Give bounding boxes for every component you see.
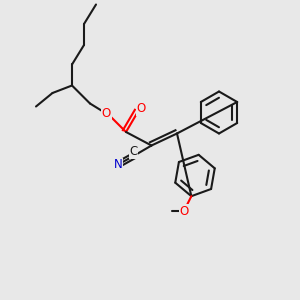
Text: O: O xyxy=(179,205,188,218)
Text: O: O xyxy=(136,102,146,115)
Text: O: O xyxy=(102,107,111,121)
Text: N: N xyxy=(114,158,123,172)
Text: C: C xyxy=(129,145,138,158)
